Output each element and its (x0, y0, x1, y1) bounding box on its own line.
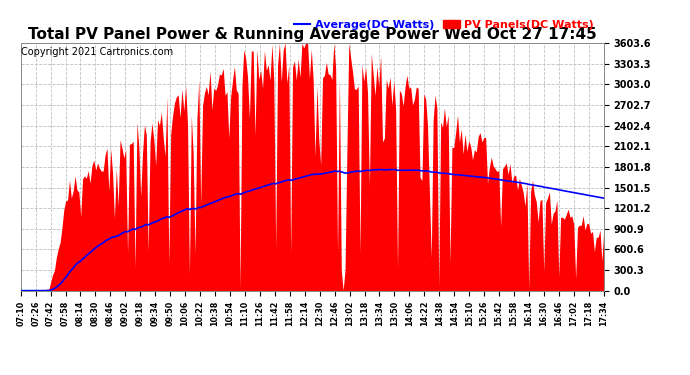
Legend: Average(DC Watts), PV Panels(DC Watts): Average(DC Watts), PV Panels(DC Watts) (289, 15, 598, 34)
Text: Copyright 2021 Cartronics.com: Copyright 2021 Cartronics.com (21, 47, 172, 57)
Title: Total PV Panel Power & Running Average Power Wed Oct 27 17:45: Total PV Panel Power & Running Average P… (28, 27, 597, 42)
